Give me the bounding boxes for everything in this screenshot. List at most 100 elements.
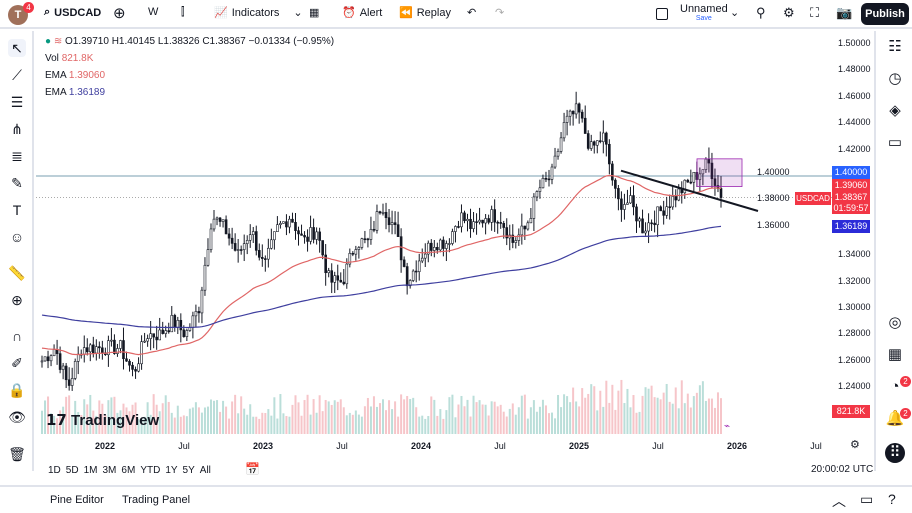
volume-bar [152, 394, 155, 434]
pitchfork-icon[interactable]: ⋔ [11, 121, 23, 137]
alerts-clock-icon[interactable]: ◷ [888, 70, 902, 87]
watchlist-icon[interactable]: ☷ [888, 38, 902, 55]
range-5y[interactable]: 5Y [182, 464, 195, 476]
candle-body [119, 340, 122, 349]
volume-bar [116, 412, 119, 434]
candle-body [574, 103, 578, 115]
quick-search-icon[interactable]: ⚲ [756, 5, 766, 20]
candle-body [64, 365, 68, 381]
volume-bar [185, 416, 188, 434]
volume-bar [520, 395, 523, 434]
candle-body [185, 330, 189, 337]
volume-bar [695, 392, 698, 434]
layout-name-button[interactable]: Unnamed Save [680, 3, 728, 22]
chat-icon[interactable]: ▭ [887, 134, 903, 151]
candle-body [312, 227, 315, 240]
candle-body [550, 166, 554, 180]
text-icon[interactable]: T [12, 202, 22, 218]
candle-body [351, 252, 355, 255]
candle-body [276, 224, 279, 232]
candle-body [463, 212, 466, 222]
candle-body [158, 329, 161, 341]
volume-bar [203, 407, 206, 434]
eye-icon[interactable]: 👁 [8, 409, 26, 425]
bell-icon[interactable]: 🔔 [885, 410, 905, 427]
volume-bar [321, 411, 324, 434]
magnet-icon[interactable]: ∩ [11, 328, 23, 344]
chevron-down-icon[interactable]: ⌄ [730, 7, 740, 19]
interval-button[interactable]: W [148, 6, 159, 18]
candle-body [417, 260, 421, 272]
range-1d[interactable]: 1D [48, 464, 61, 476]
candle-body [677, 188, 681, 201]
candle-body [571, 110, 575, 115]
range-6m[interactable]: 6M [121, 464, 136, 476]
redo-icon[interactable]: ↷ [495, 7, 505, 19]
date-range-calendar-icon[interactable]: 📅 [245, 462, 260, 476]
chevron-up-icon[interactable]: ︿ [832, 493, 846, 509]
alert-button[interactable]: ⏰ Alert [342, 6, 382, 20]
zoom-in-icon[interactable]: ⊕ [11, 292, 23, 308]
range-1m[interactable]: 1M [83, 464, 98, 476]
candle-body [221, 219, 225, 222]
range-all[interactable]: All [199, 464, 211, 476]
calendar-icon[interactable]: ▦ [887, 346, 903, 363]
candle-body [686, 179, 690, 183]
target-icon[interactable]: ◎ [888, 314, 902, 331]
symbol-search[interactable]: ⌕ USDCAD [44, 6, 101, 19]
help-icon[interactable]: ? [888, 491, 896, 507]
candle-body [233, 243, 237, 251]
volume-bar [188, 408, 191, 434]
lock-icon[interactable]: 🔒 [8, 382, 26, 398]
cursor-icon[interactable]: ↖ [8, 39, 26, 57]
candle-body [288, 218, 291, 228]
fib-icon[interactable]: ≣ [11, 148, 23, 164]
trash-icon[interactable]: 🗑 [8, 446, 26, 462]
layout-checkbox[interactable] [656, 8, 668, 20]
fullscreen-icon[interactable]: ⛶ [810, 5, 820, 20]
range-ytd[interactable]: YTD [140, 464, 161, 476]
range-3m[interactable]: 3M [102, 464, 117, 476]
indicators-button[interactable]: 📈 Indicators ⌄ [214, 6, 303, 20]
settings-gear-icon[interactable]: ⚙ [783, 5, 795, 20]
replay-button[interactable]: ⏪ Replay [399, 6, 451, 20]
volume-bar [554, 418, 557, 434]
layouts-grid-icon[interactable]: ▦ [309, 7, 320, 19]
range-5d[interactable]: 5D [65, 464, 79, 476]
symbol-label: USDCAD [54, 6, 102, 19]
trading-panel-tab[interactable]: Trading Panel [122, 494, 191, 506]
candle-body [61, 365, 65, 370]
volume-bar [647, 388, 650, 434]
emoji-icon[interactable]: ☺ [9, 229, 25, 245]
axis-settings-icon[interactable]: ⚙ [850, 439, 860, 451]
compare-plus-icon[interactable]: ⊕ [113, 5, 126, 22]
volume-bar [53, 415, 56, 434]
brush-icon[interactable]: ✎ [11, 175, 23, 191]
horizontal-lines-icon[interactable]: ☰ [10, 94, 24, 110]
trend-line-icon[interactable]: ⟋ [12, 67, 22, 83]
pine-editor-tab[interactable]: Pine Editor [50, 494, 104, 506]
layers-icon[interactable]: ◈ [889, 102, 901, 119]
maximize-icon[interactable]: ▭ [860, 491, 874, 507]
candle-body [701, 169, 705, 175]
undo-icon[interactable]: ↶ [467, 7, 477, 19]
price-chart[interactable]: ⌁ [36, 31, 834, 434]
time-tick: 2026 [726, 441, 748, 451]
publish-button[interactable]: Publish [861, 3, 909, 25]
candles-icon[interactable]: ⫿ [181, 6, 185, 18]
candle-body [191, 315, 195, 328]
camera-icon[interactable]: 📷 [836, 5, 853, 20]
candle-body [436, 247, 439, 251]
candle-body [110, 339, 113, 342]
range-1y[interactable]: 1Y [165, 464, 178, 476]
ruler-icon[interactable]: 📏 [8, 265, 26, 281]
layout-name: Unnamed [680, 3, 728, 15]
volume-bar [698, 385, 701, 434]
lock-drawing-icon[interactable]: ✐ [11, 355, 23, 371]
volume-bar [650, 385, 653, 434]
clock[interactable]: 20:00:02 UTC [811, 464, 874, 475]
volume-bar [200, 412, 203, 434]
ideas-icon[interactable]: ◔ [890, 378, 900, 395]
volume-bar [155, 404, 158, 434]
apps-grid-icon[interactable]: ⠿ [885, 443, 905, 463]
